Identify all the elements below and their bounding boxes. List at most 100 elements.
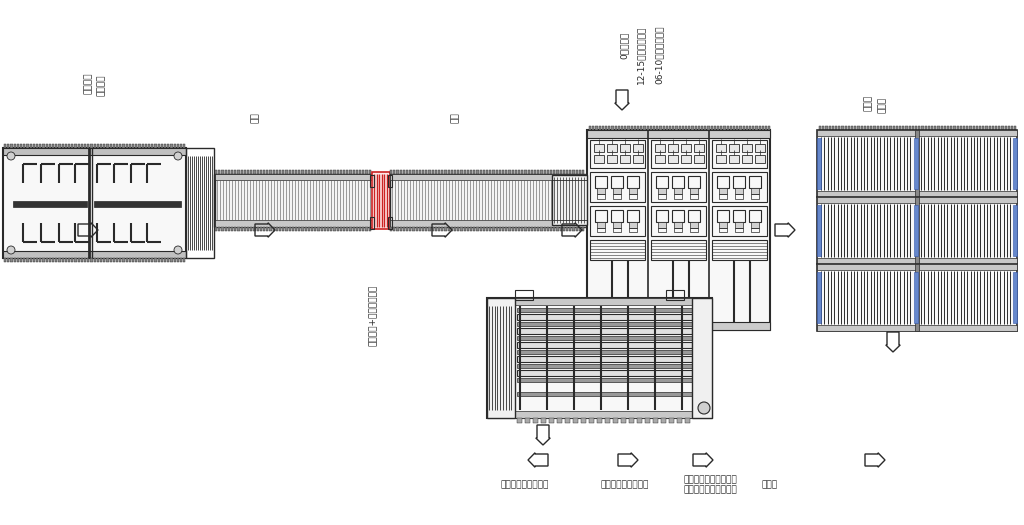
Bar: [944, 126, 946, 130]
Bar: [733, 176, 745, 188]
Bar: [110, 144, 112, 148]
Bar: [49, 144, 51, 148]
Bar: [712, 140, 767, 168]
Bar: [135, 144, 137, 148]
Bar: [257, 170, 259, 173]
Text: 板料: 板料: [451, 113, 460, 123]
Bar: [735, 194, 743, 199]
Bar: [388, 175, 392, 187]
Bar: [839, 126, 841, 130]
Circle shape: [698, 402, 710, 414]
Bar: [286, 170, 288, 173]
Bar: [663, 126, 665, 130]
Bar: [735, 222, 743, 228]
Bar: [78, 144, 80, 148]
Bar: [566, 227, 568, 230]
Bar: [218, 170, 220, 173]
Bar: [370, 175, 374, 187]
Bar: [590, 140, 645, 168]
Bar: [496, 227, 498, 230]
Bar: [298, 170, 300, 173]
Bar: [656, 126, 658, 130]
Bar: [416, 170, 418, 173]
Bar: [158, 144, 160, 148]
Bar: [343, 170, 345, 173]
Bar: [447, 227, 450, 230]
Bar: [215, 170, 217, 173]
Bar: [272, 170, 274, 173]
Bar: [1013, 272, 1017, 323]
Bar: [81, 258, 83, 262]
Bar: [655, 144, 665, 152]
Bar: [712, 206, 767, 236]
Bar: [215, 174, 373, 227]
Bar: [911, 126, 914, 130]
Bar: [87, 258, 89, 262]
Circle shape: [7, 246, 15, 254]
Bar: [164, 144, 166, 148]
Bar: [298, 227, 300, 230]
Bar: [370, 217, 374, 229]
Bar: [177, 144, 179, 148]
Text: 搜运臂: 搜运臂: [863, 95, 872, 111]
Bar: [138, 144, 140, 148]
Bar: [822, 126, 824, 130]
Bar: [84, 258, 86, 262]
Bar: [605, 418, 610, 423]
Bar: [681, 155, 691, 163]
Bar: [113, 258, 115, 262]
Bar: [327, 170, 329, 173]
Bar: [119, 258, 122, 262]
Bar: [234, 170, 237, 173]
Bar: [487, 298, 712, 305]
Bar: [915, 264, 919, 331]
Bar: [161, 144, 163, 148]
Bar: [582, 227, 585, 230]
Bar: [295, 227, 297, 230]
Bar: [627, 210, 639, 222]
Bar: [337, 170, 339, 173]
Bar: [541, 418, 546, 423]
Bar: [330, 170, 333, 173]
Bar: [719, 194, 727, 199]
Bar: [573, 418, 578, 423]
Bar: [701, 126, 703, 130]
Bar: [919, 126, 921, 130]
Bar: [406, 227, 409, 230]
Bar: [301, 170, 303, 173]
Bar: [180, 144, 182, 148]
Bar: [594, 155, 604, 163]
Bar: [950, 126, 952, 130]
Bar: [4, 144, 6, 148]
Bar: [304, 170, 307, 173]
Bar: [33, 258, 35, 262]
Bar: [167, 144, 169, 148]
Bar: [864, 126, 866, 130]
Bar: [174, 144, 176, 148]
Bar: [447, 170, 450, 173]
Bar: [499, 227, 501, 230]
Bar: [1005, 126, 1007, 130]
Bar: [138, 258, 140, 262]
Bar: [676, 126, 678, 130]
Bar: [422, 170, 424, 173]
Bar: [742, 144, 752, 152]
Text: 板料: 板料: [251, 113, 259, 123]
Bar: [499, 170, 501, 173]
Bar: [366, 170, 368, 173]
Circle shape: [174, 246, 182, 254]
Bar: [116, 144, 118, 148]
Bar: [100, 258, 102, 262]
Bar: [575, 170, 578, 173]
Bar: [317, 170, 319, 173]
Bar: [505, 170, 508, 173]
Bar: [413, 170, 415, 173]
Bar: [828, 126, 830, 130]
Bar: [587, 130, 770, 330]
Bar: [3, 148, 186, 258]
Bar: [410, 227, 412, 230]
Bar: [141, 258, 143, 262]
Bar: [158, 258, 160, 262]
Bar: [717, 126, 719, 130]
Bar: [547, 227, 549, 230]
